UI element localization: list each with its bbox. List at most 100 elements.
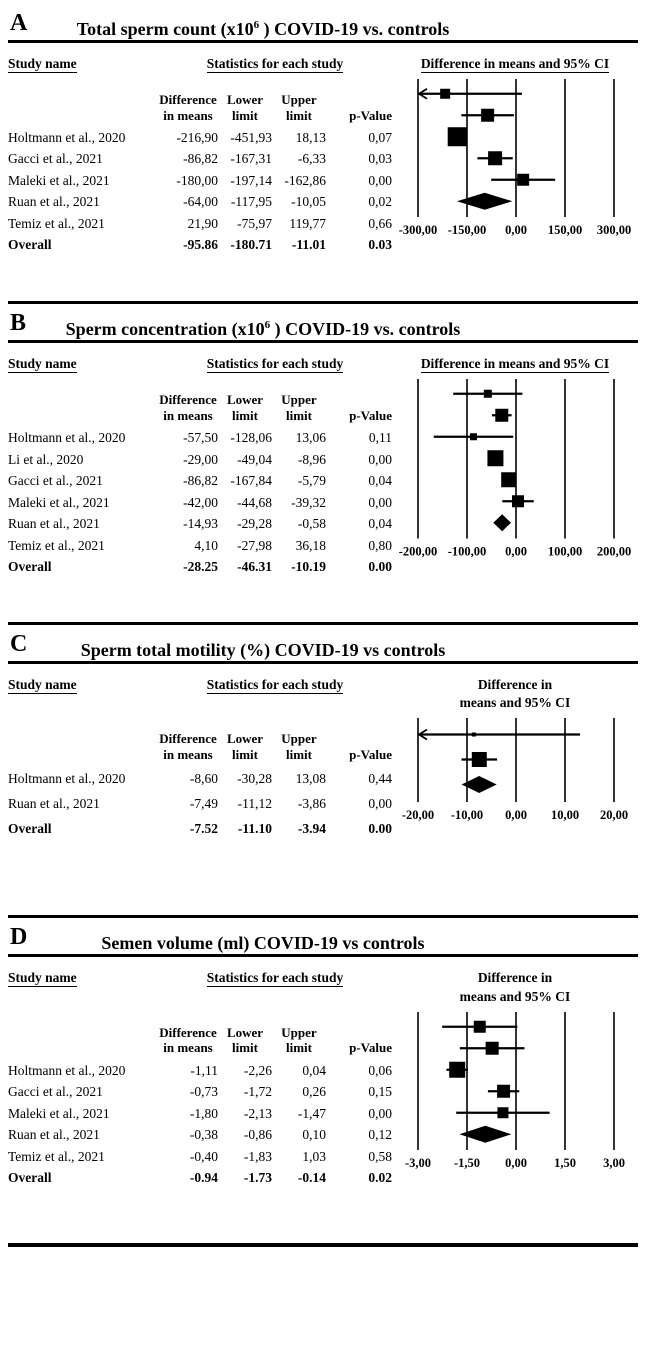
column-header-line: Upper [281,731,317,747]
title-text: Sperm total motility (%) COVID-19 vs con… [80,639,446,660]
study-name-cell: Maleki et al., 2021 [8,1105,110,1121]
study-marker [447,127,467,147]
column-header-line: p-Value [349,746,392,762]
column-header: Difference in means [158,379,218,423]
title-underline-rule [8,660,638,664]
study-marker [471,732,476,737]
ci-header: Difference in means and 95% CI [392,355,638,374]
study-name-cell: Temiz et al., 2021 [8,1148,105,1164]
column-header-line: Difference [159,731,217,747]
title-underline-rule [8,340,638,344]
study-name-header: Study name [8,969,158,1005]
axis-tick-label: -10,00 [451,808,483,822]
lower-limit-cell: -1,72 [243,1084,272,1100]
panel-b-title-row: B Sperm concentration (x106 ) COVID-19 v… [8,310,638,340]
study-marker [488,151,503,166]
p-value-cell: 0,04 [368,516,392,532]
study-marker [517,173,530,186]
ci-header-line1: Difference in means and 95% CI [420,356,610,374]
difference-in-means-cell: -86,82 [183,473,218,489]
study-row: Ruan et al., 2021 -14,93 -29,28 -0,58 0,04 [8,513,392,535]
lower-limit-cell: -180.71 [230,237,272,253]
p-value-cell: 0.03 [368,237,392,253]
panel-d-title: Semen volume (ml) COVID-19 vs controls [8,924,518,958]
panel-b-body: Difference in means Lower limit Upper limit p-… [8,379,638,578]
study-name-cell: Ruan et al., 2021 [8,516,100,532]
ci-header: Difference in means and 95% CI [392,969,638,1005]
column-header: Upper limit [272,718,326,762]
study-name-header-text: Study name [8,676,77,694]
difference-in-means-cell: -0.94 [189,1170,218,1186]
lower-limit-cell: -0,86 [243,1127,272,1143]
panel-d-header-band: Study name Statistics for each study Dif… [8,969,638,1005]
p-value-cell: 0.02 [368,1170,392,1186]
study-name-cell: Maleki et al., 2021 [8,494,110,510]
table-rows: Holtmann et al., 2020 -8,60 -30,28 13,08 0,4… [8,766,392,841]
axis-tick-label: 0,00 [505,1156,527,1170]
upper-limit-cell: 13,08 [295,770,326,786]
axis-tick-label: 3,00 [603,1156,625,1170]
column-header-line: limit [286,407,312,423]
p-value-cell: 0,00 [368,172,392,188]
panel-divider-rule [8,915,638,919]
column-header-line: Upper [281,92,317,108]
lower-limit-cell: -49,04 [237,451,272,467]
column-header: p-Value [326,1012,392,1056]
ci-header: Difference in means and 95% CI [392,676,638,712]
upper-limit-cell: 0,10 [302,1127,326,1143]
ci-arrowhead [417,88,428,100]
difference-in-means-cell: -14,93 [183,516,218,532]
title-text: Semen volume (ml) COVID-19 vs controls [101,933,425,954]
study-name-cell: Ruan et al., 2021 [8,795,100,811]
panel-a-title: Total sperm count (x106 ) COVID-19 vs. c… [8,10,518,44]
study-marker [481,108,495,122]
panel-c-title: Sperm total motility (%) COVID-19 vs con… [8,631,518,665]
study-marker [485,1041,499,1055]
panel-c: C Sperm total motility (%) COVID-19 vs c… [8,621,638,841]
panel-d-body: Difference in means Lower limit Upper limit p-… [8,1011,638,1189]
study-marker [440,88,451,99]
p-value-cell: 0.00 [368,820,392,836]
column-header: Upper limit [272,379,326,423]
panel-b-header-band: Study name Statistics for each study Dif… [8,355,638,374]
p-value-cell: 0,02 [368,194,392,210]
study-marker [501,472,517,488]
study-row: Gacci et al., 2021 -86,82 -167,31 -6,33 0,03 [8,149,392,171]
panel-c-title-row: C Sperm total motility (%) COVID-19 vs c… [8,631,638,661]
study-name-header: Study name [8,55,158,73]
study-row: Temiz et al., 2021 21,90 -75,97 119,77 0,66 [8,213,392,235]
column-header-line: Lower [226,392,264,408]
difference-in-means-cell: -0,73 [189,1084,218,1100]
study-row: Gacci et al., 2021 -0,73 -1,72 0,26 0,15 [8,1081,392,1103]
panel-d-forest-plot: -3,00 -1,50 0,00 1,50 3,00 [392,1011,638,1189]
upper-limit-cell: -3,86 [297,795,326,811]
study-row: Li et al., 2020 -29,00 -49,04 -8,96 0,00 [8,449,392,471]
p-value-cell: 0,58 [368,1148,392,1164]
study-row: Holtmann et al., 2020 -1,11 -2,26 0,04 0,06 [8,1060,392,1082]
title-text: Sperm concentration (x10 [65,319,265,340]
p-value-cell: 0,80 [368,537,392,553]
title-underline-rule [8,40,638,43]
upper-limit-cell: 13,06 [295,430,326,446]
title-superscript: 6 [253,19,260,31]
column-header: Upper limit [272,79,326,123]
upper-limit-cell: 1,03 [302,1148,326,1164]
column-header-line: Difference [159,392,217,408]
study-name-cell: Overall [8,820,52,836]
panel-c-letter: C [10,630,28,657]
difference-in-means-cell: -57,50 [183,430,218,446]
axis-tick-label: -150,00 [448,223,487,237]
forest-plot-svg: -3,00 -1,50 0,00 1,50 3,00 [405,1011,625,1170]
axis-tick-label: 100,00 [548,545,582,559]
difference-in-means-cell: -1,11 [190,1062,218,1078]
column-header-line: in means [163,1040,213,1056]
p-value-cell: 0.00 [368,559,392,575]
overall-row: Overall -0.94 -1.73 -0.14 0.02 [8,1167,392,1189]
column-header: Difference in means [158,718,218,762]
title-text: ) COVID-19 vs. controls [270,319,461,340]
study-row: Ruan et al., 2021 -64,00 -117,95 -10,05 0,02 [8,192,392,214]
title-superscript: 6 [264,319,271,332]
column-header-line: Lower [226,92,264,108]
panel-divider-rule [8,301,638,305]
upper-limit-cell: 36,18 [295,537,326,553]
